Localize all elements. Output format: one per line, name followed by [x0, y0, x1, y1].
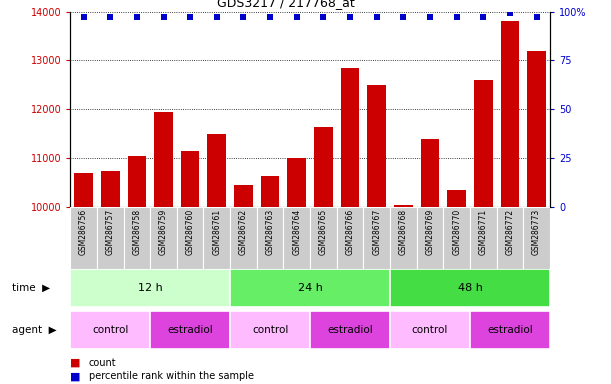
Bar: [337, 207, 364, 269]
Bar: [75, 173, 93, 384]
Bar: [523, 207, 550, 269]
Text: ■: ■: [70, 371, 81, 381]
Text: time  ▶: time ▶: [12, 283, 50, 293]
Text: GSM286763: GSM286763: [266, 209, 274, 255]
Bar: [150, 207, 177, 269]
Text: 12 h: 12 h: [138, 283, 163, 293]
Point: [185, 14, 195, 20]
Text: estradiol: estradiol: [487, 325, 533, 335]
Point: [478, 14, 488, 20]
Text: control: control: [92, 325, 128, 335]
Point: [372, 14, 382, 20]
Bar: [420, 139, 439, 384]
Text: GSM286767: GSM286767: [372, 209, 381, 255]
Point: [532, 14, 541, 20]
Bar: [230, 311, 310, 349]
Bar: [70, 311, 150, 349]
Bar: [261, 175, 279, 384]
Point: [345, 14, 355, 20]
Text: GSM286761: GSM286761: [212, 209, 221, 255]
Text: GSM286765: GSM286765: [319, 209, 328, 255]
Text: control: control: [412, 325, 448, 335]
Bar: [70, 269, 230, 307]
Bar: [310, 207, 337, 269]
Bar: [527, 51, 546, 384]
Bar: [367, 85, 386, 384]
Text: ■: ■: [70, 358, 81, 368]
Text: estradiol: estradiol: [327, 325, 373, 335]
Bar: [470, 207, 497, 269]
Bar: [230, 269, 390, 307]
Bar: [310, 311, 390, 349]
Point: [212, 14, 222, 20]
Bar: [500, 22, 519, 384]
Point: [505, 10, 515, 17]
Point: [79, 14, 89, 20]
Text: agent  ▶: agent ▶: [12, 325, 57, 335]
Text: estradiol: estradiol: [167, 325, 213, 335]
Text: GSM286764: GSM286764: [292, 209, 301, 255]
Text: GSM286760: GSM286760: [186, 209, 195, 255]
Bar: [314, 127, 333, 384]
Bar: [474, 80, 492, 384]
Bar: [447, 190, 466, 384]
Bar: [257, 207, 284, 269]
Text: count: count: [89, 358, 116, 368]
Bar: [394, 205, 412, 384]
Text: GSM286757: GSM286757: [106, 209, 115, 255]
Point: [452, 14, 461, 20]
Text: GSM286770: GSM286770: [452, 209, 461, 255]
Text: GSM286773: GSM286773: [532, 209, 541, 255]
Point: [238, 14, 248, 20]
Bar: [364, 207, 390, 269]
Bar: [123, 207, 150, 269]
Bar: [208, 134, 226, 384]
Bar: [181, 151, 200, 384]
Text: GSM286771: GSM286771: [479, 209, 488, 255]
Bar: [97, 207, 123, 269]
Point: [159, 14, 169, 20]
Bar: [154, 112, 173, 384]
Bar: [390, 311, 470, 349]
Text: GSM286772: GSM286772: [505, 209, 514, 255]
Text: GSM286762: GSM286762: [239, 209, 248, 255]
Text: 48 h: 48 h: [458, 283, 483, 293]
Text: GSM286756: GSM286756: [79, 209, 88, 255]
Bar: [444, 207, 470, 269]
Bar: [470, 311, 550, 349]
Bar: [497, 207, 523, 269]
Point: [318, 14, 328, 20]
Bar: [150, 311, 230, 349]
Text: GSM286758: GSM286758: [133, 209, 141, 255]
Point: [105, 14, 115, 20]
Point: [425, 14, 435, 20]
Bar: [287, 158, 306, 384]
Text: 24 h: 24 h: [298, 283, 323, 293]
Point: [398, 14, 408, 20]
Point: [265, 14, 275, 20]
Bar: [390, 269, 550, 307]
Bar: [284, 207, 310, 269]
Point: [292, 14, 302, 20]
Text: percentile rank within the sample: percentile rank within the sample: [89, 371, 254, 381]
Bar: [177, 207, 203, 269]
Text: GSM286769: GSM286769: [425, 209, 434, 255]
Bar: [128, 156, 146, 384]
Bar: [230, 207, 257, 269]
Point: [132, 14, 142, 20]
Text: control: control: [252, 325, 288, 335]
Bar: [101, 170, 120, 384]
Bar: [341, 68, 359, 384]
Title: GDS3217 / 217768_at: GDS3217 / 217768_at: [218, 0, 355, 9]
Bar: [390, 207, 417, 269]
Text: GSM286768: GSM286768: [399, 209, 408, 255]
Bar: [417, 207, 444, 269]
Bar: [70, 207, 97, 269]
Text: GSM286759: GSM286759: [159, 209, 168, 255]
Bar: [203, 207, 230, 269]
Text: GSM286766: GSM286766: [346, 209, 354, 255]
Bar: [234, 185, 253, 384]
